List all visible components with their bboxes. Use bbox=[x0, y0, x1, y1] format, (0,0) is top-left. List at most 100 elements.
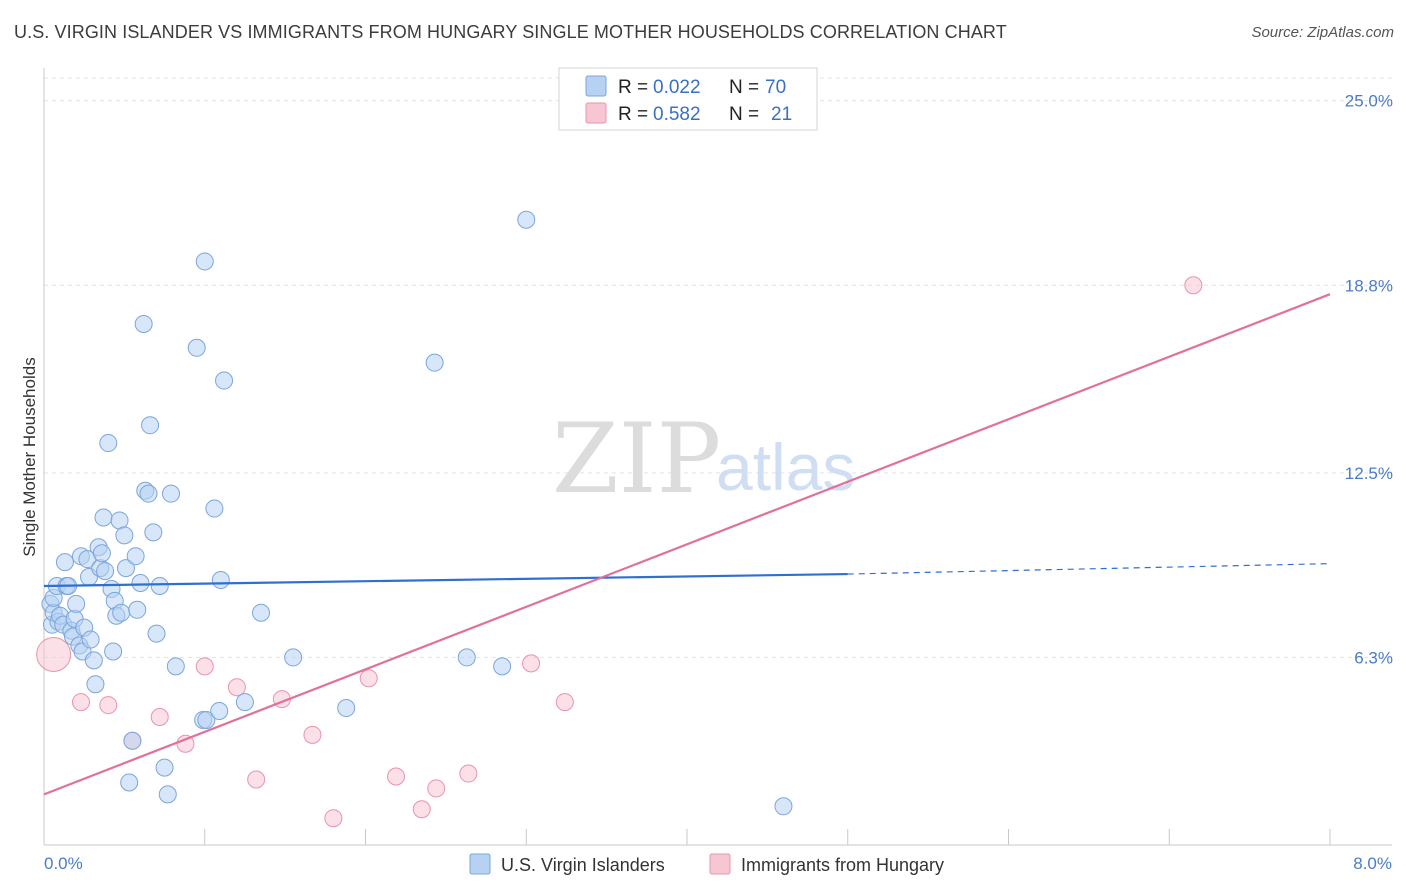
legend-swatch-pink bbox=[585, 102, 607, 124]
y-tick-label: 25.0% bbox=[1345, 92, 1393, 111]
watermark: ZIP atlas bbox=[552, 403, 855, 515]
data-point bbox=[522, 654, 541, 673]
data-point bbox=[141, 416, 160, 435]
data-point bbox=[128, 600, 147, 619]
axes bbox=[43, 68, 1392, 846]
data-point bbox=[324, 809, 343, 828]
data-point bbox=[493, 657, 512, 676]
trend-line-hungary bbox=[43, 293, 1331, 796]
data-point bbox=[195, 657, 214, 676]
data-point bbox=[99, 696, 118, 715]
watermark-zip: ZIP bbox=[552, 403, 721, 515]
data-point bbox=[96, 562, 115, 581]
y-tick-label: 18.8% bbox=[1345, 276, 1393, 295]
data-point bbox=[359, 669, 378, 688]
data-point bbox=[197, 710, 216, 729]
source-label: Source: ZipAtlas.com bbox=[1251, 24, 1394, 41]
data-point bbox=[112, 603, 131, 622]
trend-lines bbox=[43, 293, 1331, 796]
watermark-atlas: atlas bbox=[716, 430, 855, 504]
data-point bbox=[67, 594, 86, 613]
y-tick-label: 12.5% bbox=[1345, 464, 1393, 483]
data-point bbox=[71, 693, 90, 712]
stats-legend: R = 0.022 N = 70 R = 0.582 N = 21 bbox=[558, 67, 818, 131]
data-point bbox=[150, 576, 169, 595]
data-point bbox=[210, 702, 229, 721]
data-point bbox=[205, 499, 224, 518]
data-point bbox=[158, 785, 177, 804]
data-point bbox=[187, 338, 206, 357]
trend-line-virgin-islanders bbox=[43, 572, 848, 588]
data-point bbox=[110, 511, 129, 530]
data-point bbox=[211, 571, 230, 590]
legend-n-value-1: 70 bbox=[765, 77, 786, 98]
legend-r-value-1: 0.022 bbox=[653, 77, 701, 98]
data-point bbox=[459, 764, 478, 783]
series-legend-label-pink: Immigrants from Hungary bbox=[741, 855, 944, 875]
gridlines bbox=[44, 77, 1392, 658]
data-point bbox=[144, 523, 163, 542]
data-point bbox=[337, 699, 356, 718]
x-tick-label-max: 8.0% bbox=[1353, 854, 1392, 873]
y-axis-label: Single Mother Households bbox=[20, 357, 39, 556]
data-point bbox=[252, 603, 271, 622]
series-legend-swatch-blue bbox=[469, 853, 491, 875]
data-point bbox=[147, 624, 166, 643]
legend-n-label-1: N = bbox=[729, 77, 759, 98]
data-point bbox=[126, 547, 145, 566]
x-ticks bbox=[43, 829, 1331, 845]
data-point bbox=[92, 544, 111, 563]
data-point bbox=[104, 642, 123, 661]
data-point bbox=[55, 553, 74, 572]
series-legend-swatch-pink bbox=[709, 853, 731, 875]
y-tick-label: 6.3% bbox=[1354, 648, 1393, 667]
series-legend: U.S. Virgin Islanders Immigrants from Hu… bbox=[469, 853, 944, 875]
data-point bbox=[116, 559, 135, 578]
data-point bbox=[247, 770, 266, 789]
data-point bbox=[774, 797, 793, 816]
data-point bbox=[94, 508, 113, 527]
data-point bbox=[150, 707, 169, 726]
hungary-points bbox=[36, 276, 1203, 828]
data-point bbox=[134, 314, 153, 333]
legend-swatch-blue bbox=[585, 75, 607, 97]
chart-title: U.S. VIRGIN ISLANDER VS IMMIGRANTS FROM … bbox=[14, 22, 1007, 42]
data-point bbox=[412, 800, 431, 819]
data-point bbox=[139, 484, 158, 503]
y-tick-labels: 6.3% 12.5% 18.8% 25.0% bbox=[1345, 92, 1393, 668]
data-point bbox=[120, 773, 139, 792]
data-point bbox=[555, 693, 574, 712]
data-point bbox=[457, 648, 476, 667]
data-point bbox=[1184, 276, 1203, 295]
series-legend-label-blue: U.S. Virgin Islanders bbox=[501, 855, 665, 875]
data-point bbox=[227, 678, 246, 697]
data-point bbox=[115, 526, 134, 545]
data-point bbox=[195, 252, 214, 271]
legend-r-value-2: 0.582 bbox=[653, 104, 701, 125]
legend-r-label-1: R = bbox=[618, 77, 648, 98]
data-point bbox=[99, 434, 118, 453]
data-point bbox=[84, 651, 103, 670]
data-point bbox=[86, 675, 105, 694]
legend-n-value-2: 21 bbox=[771, 104, 792, 125]
data-point bbox=[131, 573, 150, 592]
x-tick-label-min: 0.0% bbox=[44, 854, 83, 873]
data-point bbox=[303, 725, 322, 744]
data-point bbox=[235, 693, 254, 712]
data-point bbox=[427, 779, 446, 798]
trend-line-virgin-islanders-extension bbox=[847, 563, 1331, 575]
data-point bbox=[81, 630, 100, 649]
data-point bbox=[36, 636, 72, 672]
data-point bbox=[215, 371, 234, 390]
legend-r-label-2: R = bbox=[618, 104, 648, 125]
data-point bbox=[161, 484, 180, 503]
data-point bbox=[155, 758, 174, 777]
data-point bbox=[123, 731, 142, 750]
data-point bbox=[425, 353, 444, 372]
data-point bbox=[166, 657, 185, 676]
legend-n-label-2: N = bbox=[729, 104, 759, 125]
data-point bbox=[284, 648, 303, 667]
data-point bbox=[387, 767, 406, 786]
data-point bbox=[517, 210, 536, 229]
